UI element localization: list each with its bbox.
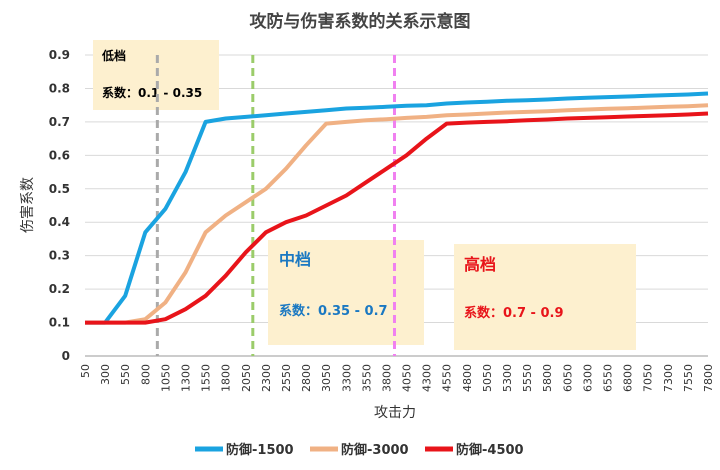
x-tick-label: 1300 xyxy=(179,364,192,392)
x-tick-label: 5300 xyxy=(501,364,514,392)
x-tick-label: 2050 xyxy=(240,364,253,392)
zone-high-label: 高档 xyxy=(464,255,496,274)
legend: 防御-1500 防御-3000 防御-4500 xyxy=(195,442,524,458)
x-tick-label: 2800 xyxy=(300,364,313,392)
zone-mid-box xyxy=(268,240,424,345)
x-tick-label: 550 xyxy=(119,364,132,385)
x-tick-label: 4550 xyxy=(441,364,454,392)
zone-low-range: 系数：0.1 - 0.35 xyxy=(102,85,202,100)
x-tick-label: 7300 xyxy=(662,364,675,392)
y-tick-label: 0.6 xyxy=(49,148,70,162)
x-tick-label: 5050 xyxy=(481,364,494,392)
x-tick-label: 2550 xyxy=(280,364,293,392)
series-line xyxy=(85,111,709,325)
zone-mid-range: 系数：0.35 - 0.7 xyxy=(279,303,388,319)
legend-label: 防御-3000 xyxy=(341,442,409,458)
x-tick-label: 3800 xyxy=(380,364,393,392)
x-tick-label: 5550 xyxy=(521,364,534,392)
y-tick-label: 0.9 xyxy=(49,48,70,62)
boundary-lines xyxy=(155,55,396,356)
zone-mid-label: 中档 xyxy=(279,250,311,269)
y-tick-label: 0.5 xyxy=(49,182,70,196)
series-lines xyxy=(85,91,709,325)
y-tick-label: 0.1 xyxy=(49,316,70,330)
x-tick-label: 6300 xyxy=(581,364,594,392)
x-tick-label: 1550 xyxy=(200,364,213,392)
y-axis-label: 伤害系数 xyxy=(20,177,36,233)
x-tick-label: 4050 xyxy=(401,364,414,392)
x-tick-label: 1800 xyxy=(220,364,233,392)
x-axis-label: 攻击力 xyxy=(374,405,416,421)
zone-high-range: 系数：0.7 - 0.9 xyxy=(464,305,564,321)
legend-label: 防御-1500 xyxy=(226,442,294,458)
zone-high-box xyxy=(454,244,636,350)
x-tick-label: 5800 xyxy=(541,364,554,392)
series-line xyxy=(85,91,709,325)
zone-low-label: 低档 xyxy=(101,48,126,63)
y-tick-label: 0 xyxy=(62,349,70,363)
x-tick-label: 300 xyxy=(99,364,112,385)
x-tick-label: 3300 xyxy=(340,364,353,392)
chart-title: 攻防与伤害系数的关系示意图 xyxy=(250,11,471,32)
x-tick-label: 6550 xyxy=(602,364,615,392)
x-tick-label: 4300 xyxy=(421,364,434,392)
y-tick-label: 0.4 xyxy=(49,215,70,229)
legend-label: 防御-4500 xyxy=(456,442,524,458)
y-tick-label: 0.2 xyxy=(49,282,70,296)
y-tick-label: 0.8 xyxy=(49,81,70,95)
series-line xyxy=(85,103,709,325)
x-tick-label: 1050 xyxy=(159,364,172,392)
x-tick-label: 3050 xyxy=(320,364,333,392)
x-tick-label: 7050 xyxy=(642,364,655,392)
plot-grid xyxy=(85,54,708,357)
x-tick-label: 2300 xyxy=(260,364,273,392)
x-tick-label: 6800 xyxy=(622,364,635,392)
x-tick-labels: 50 300 550 800 1050 1300 1550 1800 2050 2300 2550 2… xyxy=(79,364,715,392)
y-tick-label: 0.3 xyxy=(49,249,70,263)
x-tick-label: 4800 xyxy=(461,364,474,392)
y-tick-label: 0.7 xyxy=(49,115,70,129)
x-tick-label: 7800 xyxy=(702,364,715,392)
x-tick-label: 800 xyxy=(139,364,152,385)
x-tick-label: 3550 xyxy=(360,364,373,392)
x-tick-label: 50 xyxy=(79,364,92,378)
y-tick-labels: 0 0.1 0.2 0.3 0.4 0.5 0.6 0.7 0.8 0.9 xyxy=(49,48,70,363)
x-tick-label: 7550 xyxy=(682,364,695,392)
x-tick-label: 6050 xyxy=(561,364,574,392)
